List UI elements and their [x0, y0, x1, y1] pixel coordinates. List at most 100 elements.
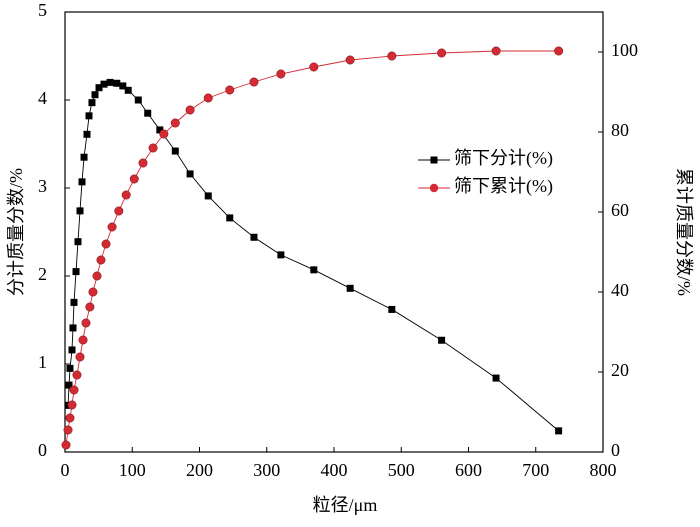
point [148, 143, 158, 153]
point [68, 346, 76, 354]
x-tick-label: 500 [388, 460, 415, 480]
point [65, 381, 73, 389]
y-tick-label: 5 [38, 0, 47, 20]
point [107, 222, 117, 232]
point [80, 153, 88, 161]
point [113, 79, 121, 87]
point [70, 298, 78, 306]
point [138, 158, 148, 168]
point [438, 336, 446, 344]
x-tick-label: 800 [590, 460, 617, 480]
point [491, 46, 501, 56]
point [129, 174, 139, 184]
point [69, 324, 77, 332]
point [75, 352, 85, 362]
series-line [67, 81, 559, 432]
point [346, 284, 354, 292]
point [124, 86, 132, 94]
point [250, 233, 258, 241]
point [100, 80, 108, 88]
point [144, 109, 152, 117]
point [249, 77, 259, 87]
point [72, 268, 80, 276]
point [85, 302, 95, 312]
point [186, 170, 194, 178]
x-tick-label: 0 [61, 460, 70, 480]
point [72, 370, 82, 380]
point [159, 129, 169, 139]
y-tick-label: 0 [38, 440, 47, 460]
point [388, 305, 396, 313]
x-tick-label: 100 [119, 460, 146, 480]
y2-tick-label: 100 [611, 40, 638, 60]
y2-tick-label: 20 [611, 360, 629, 380]
point [91, 91, 99, 99]
point [204, 192, 212, 200]
point [106, 78, 114, 86]
y-axis-label: 分计质量分数/% [6, 168, 26, 296]
point [78, 335, 88, 345]
point [78, 178, 86, 186]
point [101, 239, 111, 249]
point [309, 62, 319, 72]
point [170, 118, 180, 128]
point [119, 82, 127, 90]
point [492, 374, 500, 382]
point [276, 69, 286, 79]
y2-tick-label: 60 [611, 200, 629, 220]
point [63, 425, 73, 435]
point [310, 266, 318, 274]
point [156, 126, 164, 134]
point [88, 99, 96, 107]
point [92, 271, 102, 281]
x-tick-label: 700 [522, 460, 549, 480]
point [203, 93, 213, 103]
point [114, 206, 124, 216]
point [277, 251, 285, 259]
legend-marker [430, 156, 438, 164]
y2-tick-label: 80 [611, 120, 629, 140]
point [69, 385, 79, 395]
legend-label: 筛下累计(%) [454, 176, 553, 197]
legend-label: 筛下分计(%) [454, 148, 553, 169]
series-line [65, 50, 559, 446]
point [81, 318, 91, 328]
y-tick-label: 4 [38, 88, 47, 108]
y2-tick-label: 40 [611, 280, 629, 300]
y2-tick-label: 0 [611, 440, 620, 460]
point [555, 427, 563, 435]
y-tick-label: 2 [38, 264, 47, 284]
x-tick-label: 600 [455, 460, 482, 480]
y-tick-label: 1 [38, 352, 47, 372]
y2-axis-label: 累计质量分数/% [674, 168, 694, 296]
point [66, 364, 74, 372]
legend-marker [429, 183, 439, 193]
point [387, 51, 397, 61]
x-tick-label: 300 [253, 460, 280, 480]
point [96, 255, 106, 265]
plot-frame [64, 11, 604, 453]
point [83, 130, 91, 138]
point [226, 214, 234, 222]
point [121, 190, 131, 200]
point [88, 287, 98, 297]
point [95, 84, 103, 92]
point [437, 48, 447, 58]
x-tick-label: 400 [321, 460, 348, 480]
point [76, 207, 84, 215]
point [74, 238, 82, 246]
point [345, 55, 355, 65]
point [85, 112, 93, 120]
x-axis-label: 粒径/μm [313, 495, 378, 515]
y-tick-label: 3 [38, 176, 47, 196]
point [61, 440, 71, 450]
point [134, 96, 142, 104]
point [65, 413, 75, 423]
point [225, 85, 235, 95]
point [171, 147, 179, 155]
point [67, 400, 77, 410]
point [185, 105, 195, 115]
point [554, 46, 564, 56]
x-tick-label: 200 [186, 460, 213, 480]
